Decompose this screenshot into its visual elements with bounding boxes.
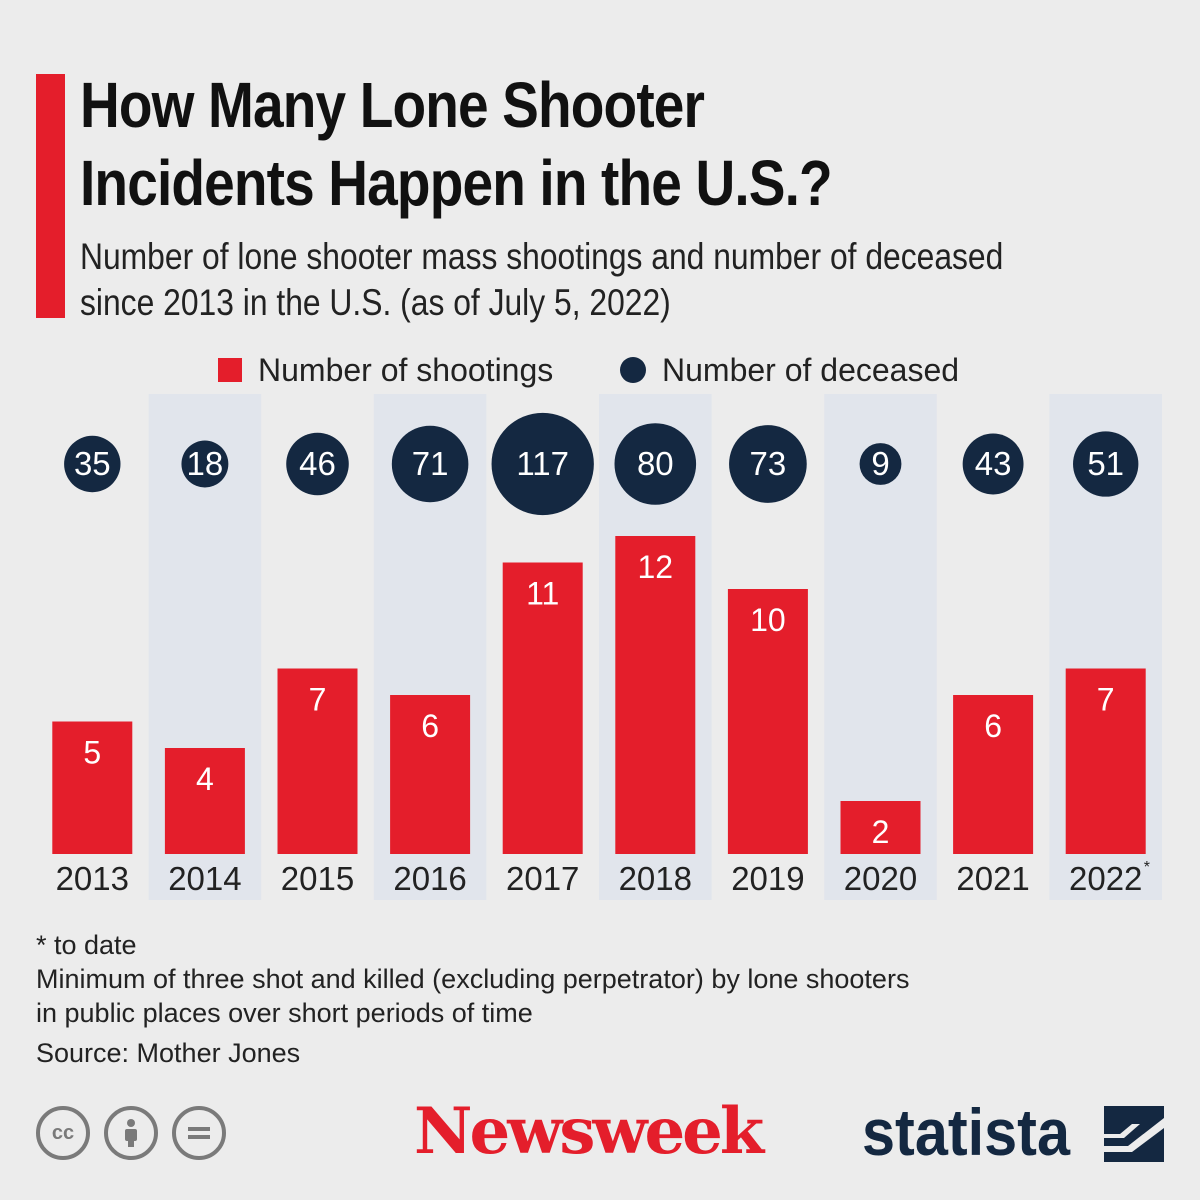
shootings-value-label: 11 (526, 576, 559, 612)
shootings-value-label: 7 (1097, 682, 1115, 718)
year-tick-label: 2019 (731, 860, 804, 897)
deceased-bubble (491, 412, 594, 516)
deceased-value-label: 18 (187, 445, 224, 482)
shootings-bar (840, 801, 921, 854)
shootings-value-label: 4 (196, 761, 214, 797)
shootings-bar (277, 668, 358, 854)
title-line-2: Incidents Happen in the U.S.? (80, 147, 833, 219)
deceased-bubble (1073, 431, 1139, 497)
deceased-bubble (729, 425, 807, 503)
footnote-asterisk: * to date (36, 930, 137, 960)
shootings-value-label: 7 (309, 682, 327, 718)
footnotes: * to date Minimum of three shot and kill… (36, 928, 909, 1070)
title-line-1: How Many Lone Shooter (80, 69, 705, 141)
shootings-value-label: 6 (421, 708, 439, 744)
deceased-bubble (181, 440, 229, 488)
deceased-bubble (614, 423, 697, 505)
source-note: Source: Mother Jones (36, 1038, 301, 1068)
year-tick-label: 2022 (1069, 860, 1142, 897)
deceased-value-label: 43 (975, 445, 1012, 482)
deceased-bubble (962, 433, 1024, 495)
shootings-bar (1065, 668, 1146, 854)
shootings-bar (953, 695, 1034, 854)
shootings-value-label: 12 (638, 549, 674, 585)
subtitle-line-1: Number of lone shooter mass shootings an… (80, 236, 1004, 277)
deceased-value-label: 51 (1087, 445, 1124, 482)
footnote-definition-2: in public places over short periods of t… (36, 998, 533, 1028)
person-icon[interactable] (104, 1106, 158, 1160)
deceased-value-label: 73 (750, 445, 787, 482)
cc-icon[interactable]: cc (36, 1106, 90, 1160)
shootings-bar (164, 748, 245, 854)
footnote-definition-1: Minimum of three shot and killed (exclud… (36, 964, 910, 994)
shootings-bar (52, 721, 133, 854)
year-tick-label: 2013 (56, 860, 129, 897)
shootings-value-label: 6 (984, 708, 1002, 744)
deceased-bubble (286, 432, 349, 496)
legend-label-deceased: Number of deceased (662, 351, 960, 388)
chart-title: How Many Lone Shooter Incidents Happen i… (80, 66, 833, 222)
shootings-value-label: 10 (750, 602, 786, 638)
shootings-bar (615, 536, 696, 854)
deceased-value-label: 117 (516, 445, 569, 482)
newsweek-logo[interactable]: Newsweek (414, 1094, 764, 1169)
year-tick-label: 2020 (844, 860, 917, 897)
deceased-bubble (64, 435, 121, 493)
legend-circle-icon (620, 357, 646, 383)
year-tick-label: 2014 (168, 860, 241, 897)
deceased-bubble (859, 443, 902, 485)
chart-area: 35 5 2013 18 4 2014 46 7 2015 71 6 2016 117 11 2017 80 1… (52, 394, 1162, 900)
statista-mark-icon (1104, 1106, 1164, 1162)
shootings-bar (390, 695, 471, 854)
shootings-value-label: 5 (83, 735, 101, 771)
chart-subtitle: Number of lone shooter mass shootings an… (80, 234, 1003, 326)
year-tick-label: 2017 (506, 860, 579, 897)
statista-logo[interactable]: statista (862, 1095, 1070, 1169)
deceased-value-label: 35 (74, 445, 111, 482)
deceased-value-label: 71 (412, 445, 449, 482)
subtitle-line-2: since 2013 in the U.S. (as of July 5, 20… (80, 282, 671, 323)
deceased-value-label: 9 (871, 445, 889, 482)
year-tick-label: 2015 (281, 860, 354, 897)
year-tick-label: 2016 (393, 860, 466, 897)
shootings-bar (727, 589, 808, 854)
equals-icon[interactable] (172, 1106, 226, 1160)
license-icons: cc (36, 1106, 226, 1160)
legend-square-icon (218, 358, 242, 382)
year-tick-label: 2018 (619, 860, 692, 897)
shootings-value-label: 2 (872, 814, 890, 850)
year-tick-label: 2021 (956, 860, 1029, 897)
shootings-bar (502, 562, 583, 854)
legend-item-deceased: Number of deceased (620, 350, 959, 390)
deceased-bubble (391, 425, 469, 503)
legend-item-shootings: Number of shootings (218, 350, 553, 390)
title-accent-bar (36, 74, 65, 318)
legend-label-shootings: Number of shootings (258, 351, 554, 388)
year-footnote-marker: * (1144, 859, 1150, 876)
deceased-value-label: 80 (637, 445, 674, 482)
deceased-value-label: 46 (299, 445, 336, 482)
